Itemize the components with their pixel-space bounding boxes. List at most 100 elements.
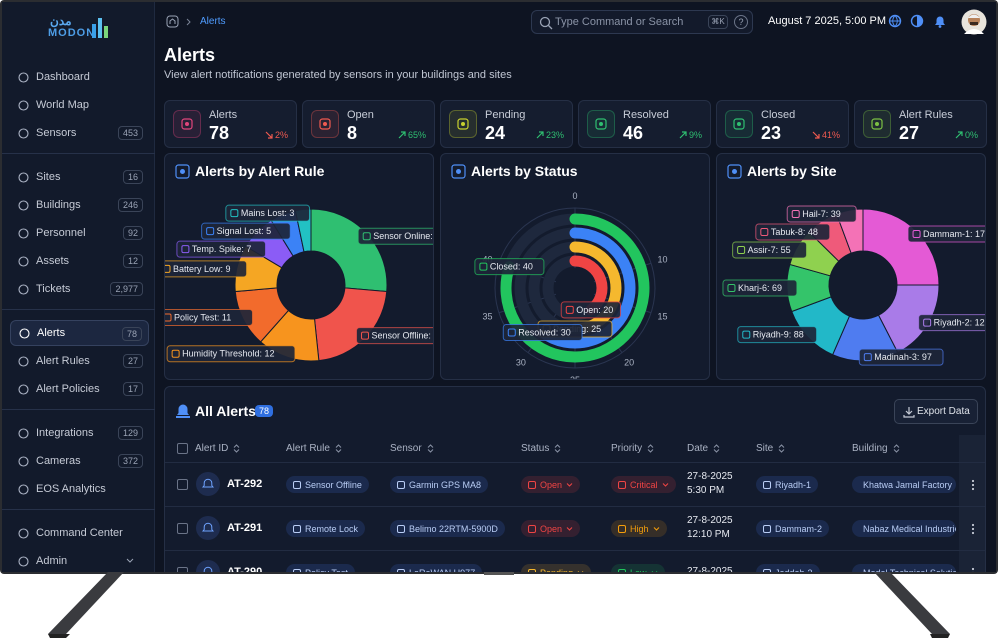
stat-label: Alert Rules [899,109,953,121]
chart-icon-shape [451,164,466,179]
pill-chevron [566,482,573,487]
pill[interactable]: Sensor Offline [286,476,369,493]
row-menu[interactable] [971,479,975,491]
actions-column [959,435,985,572]
export-button[interactable]: Export Data [894,399,978,424]
trend-arrow-shape [265,131,273,139]
pill-icon-shape [618,480,626,489]
data-label-icon [165,313,172,322]
column-header[interactable]: Sensor [390,443,434,454]
nav-item[interactable]: World Map [10,92,149,118]
select-all-checkbox[interactable] [177,443,188,454]
pill[interactable]: High [611,520,667,537]
nav-icon-shape [18,99,29,111]
nav-label: Personnel [36,227,86,239]
data-label: Sensor Offline: 20 [371,331,434,341]
trend-arrow [536,131,544,139]
topbar-icons[interactable] [888,13,950,29]
nav-item[interactable]: Integrations 129 [10,420,149,446]
pill-chevron-shape [651,570,657,572]
data-label: Assir-7: 55 [748,245,791,255]
data-label-icon [737,245,746,254]
radial-tick-label: 20 [624,357,634,367]
trend-arrow-shape [679,131,687,139]
column-header[interactable]: Building [852,443,900,454]
pill[interactable]: Garmin GPS MA8 [390,476,489,493]
pill[interactable]: Policy Test [286,564,355,572]
pill[interactable]: Jeddah-3 [756,564,820,572]
pill-label: Critical [630,479,658,490]
nav-item[interactable]: Cameras 372 [10,448,149,474]
stat-label: Pending [485,109,526,121]
sort-icon-shape [555,444,561,453]
column-header[interactable]: Priority [611,443,654,454]
nav-icon [18,527,29,539]
row-menu[interactable] [971,523,975,535]
pill[interactable]: Open [521,476,581,493]
column-header[interactable]: Date [687,443,720,454]
row-checkbox[interactable] [177,479,188,490]
pill[interactable]: Pending [521,564,592,572]
pill[interactable]: Open [521,520,581,537]
column-header[interactable]: Alert Rule [286,443,342,454]
pill[interactable]: Low [611,564,665,572]
data-label-icon [565,305,574,314]
stat-glyph-shape [595,118,607,130]
row-checkbox[interactable] [177,567,188,572]
data-label: Temp. Spike: 7 [192,244,252,254]
pill[interactable]: Riyadh-1 [756,476,819,493]
nav-item[interactable]: Admin [10,548,149,572]
nav-item[interactable]: Buildings 246 [10,192,149,218]
nav-item[interactable]: Sensors 453 [10,120,149,146]
nav-item[interactable]: Command Center [10,520,149,546]
nav-item[interactable]: Alert Rules 27 [10,348,149,374]
pill-icon [293,524,301,533]
sort-icon-shape [233,444,240,453]
pill[interactable]: Nabaz Medical Industries [852,520,956,537]
nav-item[interactable]: Sites 16 [10,164,149,190]
nav-label: World Map [36,99,89,111]
pill-icon [763,568,771,572]
stat-glyph-dot [323,122,327,126]
pill[interactable]: LoRaWAN U977 [390,564,483,572]
nav-item[interactable]: Tickets 2,977 [10,276,149,302]
nav-item[interactable]: Dashboard [10,64,149,90]
pill[interactable]: Belimo 22RTM-5900D [390,520,505,537]
stat-change-value: 23% [545,130,564,140]
pill[interactable]: Remote Lock [286,520,366,537]
breadcrumb-current[interactable]: Alerts [200,16,226,27]
stat-glyph-dot [875,122,879,126]
nav-icon [18,171,29,183]
row-bell [196,560,220,572]
nav-item[interactable]: Assets 12 [10,248,149,274]
pill[interactable]: Dammam-2 [756,520,830,537]
pill-chevron [566,526,573,531]
column-header[interactable]: Site [756,443,785,454]
pill[interactable]: Khatwa Jamal Factory [852,476,956,493]
search-placeholder: Type Command or Search [555,16,684,28]
nav-item[interactable]: EOS Analytics [10,476,149,502]
pill[interactable]: Modal Technical Solutions [852,564,956,572]
sort-icon-shape [713,444,720,453]
row-bell-icon [202,522,214,532]
nav-item[interactable]: Personnel 92 [10,220,149,246]
nav-item[interactable]: Alert Policies 17 [10,376,149,402]
row-menu-dot [971,527,975,531]
nav-label: Buildings [36,199,81,211]
pill-label: Policy Test [305,568,348,573]
nav-item[interactable]: Alerts 78 [10,320,149,346]
pill[interactable]: Critical [611,476,676,493]
row-checkbox[interactable] [177,523,188,534]
pill-chevron [653,526,659,531]
search-box[interactable]: Type Command or Search ⌘K ? [531,10,753,34]
column-header[interactable]: Status [521,443,561,454]
stat-label: Closed [761,109,796,121]
data-label-box [355,327,433,345]
column-header[interactable]: Alert ID [195,443,240,454]
avatar[interactable] [961,9,987,35]
pill-icon [397,524,405,533]
help-button[interactable]: ? [734,15,748,29]
row-menu[interactable] [971,567,975,572]
data-label-box [732,241,808,259]
nav-label: Command Center [36,527,123,539]
